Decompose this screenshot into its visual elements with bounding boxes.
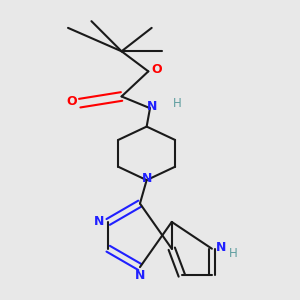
Text: H: H: [229, 247, 238, 260]
Text: O: O: [66, 95, 77, 108]
Text: H: H: [172, 97, 181, 110]
Text: O: O: [152, 63, 162, 76]
Text: N: N: [216, 241, 226, 254]
Text: N: N: [135, 269, 145, 282]
Text: N: N: [94, 215, 104, 228]
Text: N: N: [146, 100, 157, 113]
Text: N: N: [142, 172, 152, 185]
